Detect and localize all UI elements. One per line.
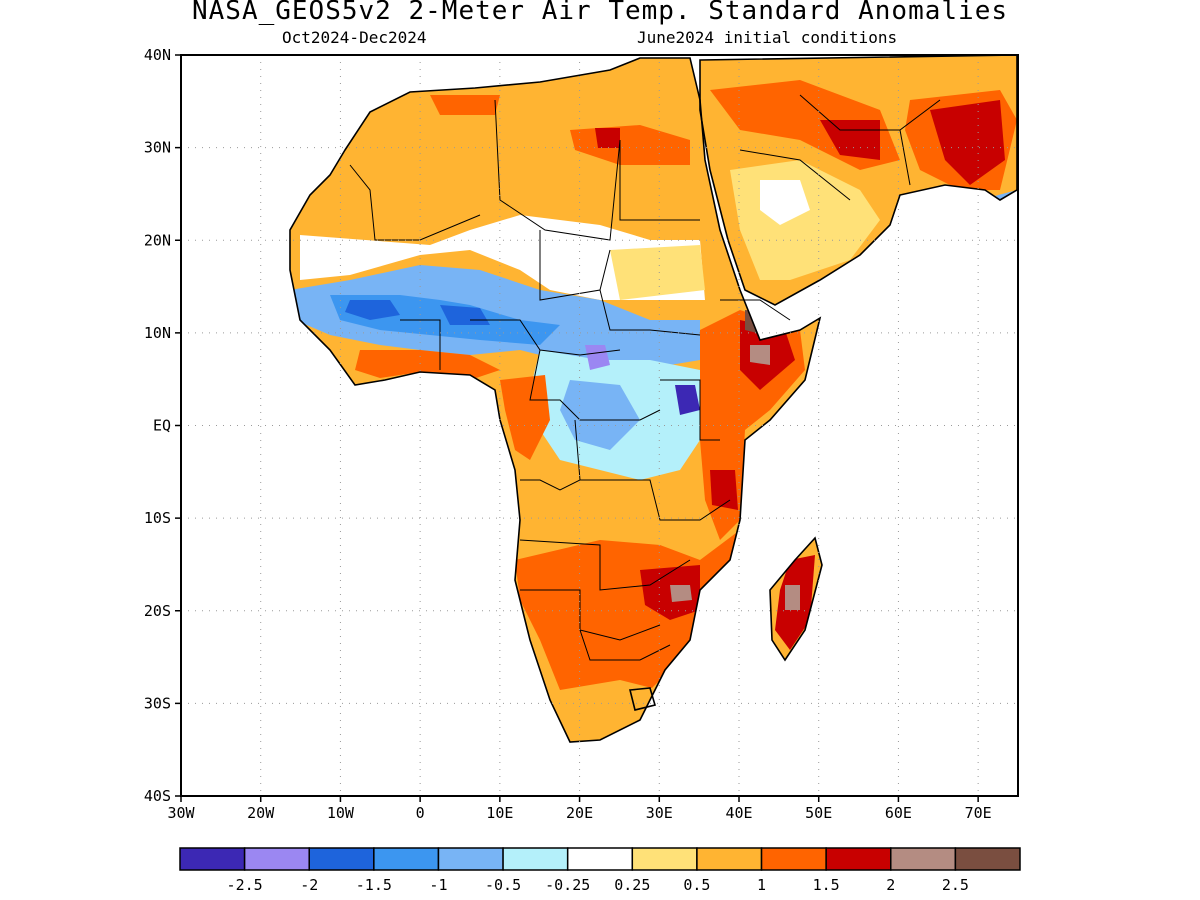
lon-tick-label: 50E <box>805 804 832 822</box>
colorbar-swatch <box>437 847 504 871</box>
lat-tick-label: 40S <box>144 787 171 805</box>
region-libya-hot <box>595 128 620 148</box>
country-borders <box>349 94 941 661</box>
lat-tick-label: 40N <box>144 46 171 64</box>
region-sudan-yellow <box>610 245 705 300</box>
region-madagascar-spot <box>785 585 800 610</box>
region-congo-cool <box>560 380 640 450</box>
border-line <box>599 289 701 336</box>
colorbar-label: 1 <box>757 876 766 894</box>
border-line <box>520 419 581 491</box>
colorbar-swatch <box>502 847 569 871</box>
lon-tick-label: 10W <box>327 804 355 822</box>
colorbar-swatch <box>308 847 375 871</box>
lon-tick-label: 0 <box>416 804 425 822</box>
colorbar-swatch <box>825 847 892 871</box>
lat-tick-label: 20S <box>144 602 171 620</box>
region-sahel-north-white <box>300 215 705 300</box>
colorbar-swatch <box>890 847 957 871</box>
region-guinea-coast <box>355 350 500 380</box>
colorbar-swatch <box>566 847 634 871</box>
longitude-axis: 30W 20W 10W 0 10E 20E 30E 40E 50E 60E 70E <box>167 796 992 822</box>
region-mozambique-hot <box>640 565 700 620</box>
colorbar-label: 0.5 <box>683 876 710 894</box>
lon-tick-label: 10E <box>486 804 513 822</box>
border-line <box>529 349 661 421</box>
lon-tick-label: 20E <box>566 804 593 822</box>
lat-tick-label: EQ <box>153 417 171 435</box>
colorbar-swatch <box>631 847 698 871</box>
colorbar-swatch <box>179 847 246 871</box>
colorbar-label: -2.5 <box>227 876 263 894</box>
colorbar-label: -1 <box>429 876 447 894</box>
border-line <box>579 629 671 661</box>
region-horn-spot <box>750 345 770 365</box>
border-line <box>660 379 720 441</box>
colorbar-swatch <box>696 847 763 871</box>
colorbar-label: 2 <box>886 876 895 894</box>
colorbar-swatch <box>243 847 310 871</box>
colorbar-label: -1.5 <box>356 876 392 894</box>
lon-tick-label: 70E <box>965 804 992 822</box>
colorbar-label: -2 <box>300 876 318 894</box>
colorbar: -2.5 -2 -1.5 -1 -0.5 -0.25 0.25 0.5 1 1.5 2 2.5 <box>179 847 1021 894</box>
lat-tick-label: 10S <box>144 509 171 527</box>
lat-tick-label: 10N <box>144 324 171 342</box>
lon-tick-label: 60E <box>885 804 912 822</box>
lon-tick-label: 40E <box>725 804 752 822</box>
colorbar-label: 1.5 <box>813 876 840 894</box>
colorbar-label: 2.5 <box>942 876 969 894</box>
initial-conditions-label: June2024 initial conditions <box>637 28 898 47</box>
border-line <box>494 99 621 241</box>
border-line <box>619 140 700 221</box>
border-line <box>739 149 851 201</box>
lat-tick-label: 20N <box>144 231 171 249</box>
region-cool-spot <box>585 345 610 370</box>
region-cape-warm <box>560 680 660 742</box>
south-africa-lesotho <box>628 687 657 711</box>
region-mozambique-spot <box>670 585 692 602</box>
region-kenya-hot <box>710 470 738 510</box>
border-line <box>539 230 611 301</box>
africa-coastline <box>289 57 822 743</box>
asia-coastline <box>699 54 1018 306</box>
region-lake-cool <box>675 385 700 415</box>
border-line <box>519 539 691 591</box>
colorbar-swatch <box>954 847 1021 871</box>
coastlines <box>289 54 1018 743</box>
border-line <box>349 164 481 241</box>
lat-tick-label: 30N <box>144 139 171 157</box>
colorbar-label: 0.25 <box>614 876 650 894</box>
border-line <box>400 319 441 370</box>
region-pakistan-hot <box>930 100 1005 185</box>
border-line <box>799 94 941 131</box>
border-line <box>580 479 731 521</box>
map-title: NASA_GEOS5v2 2-Meter Air Temp. Standard … <box>191 0 1008 26</box>
colorbar-label: -0.5 <box>485 876 521 894</box>
madagascar-coastline <box>769 536 823 662</box>
region-algeria-north <box>430 95 500 115</box>
lon-tick-label: 20W <box>247 804 275 822</box>
border-line <box>720 299 791 321</box>
region-gabon-warm <box>500 375 550 460</box>
lat-tick-label: 30S <box>144 694 171 712</box>
region-arabia-neutral <box>760 180 810 225</box>
season-label: Oct2024-Dec2024 <box>282 28 427 47</box>
colorbar-label: -0.25 <box>545 876 590 894</box>
border-line <box>899 129 911 186</box>
colorbar-swatch <box>373 847 440 871</box>
latitude-axis: 40N 30N 20N 10N EQ 10S 20S 30S 40S <box>144 46 181 805</box>
lon-tick-label: 30E <box>646 804 673 822</box>
lon-tick-label: 30W <box>167 804 195 822</box>
region-sahel-deep <box>345 300 400 320</box>
colorbar-swatch <box>760 847 827 871</box>
